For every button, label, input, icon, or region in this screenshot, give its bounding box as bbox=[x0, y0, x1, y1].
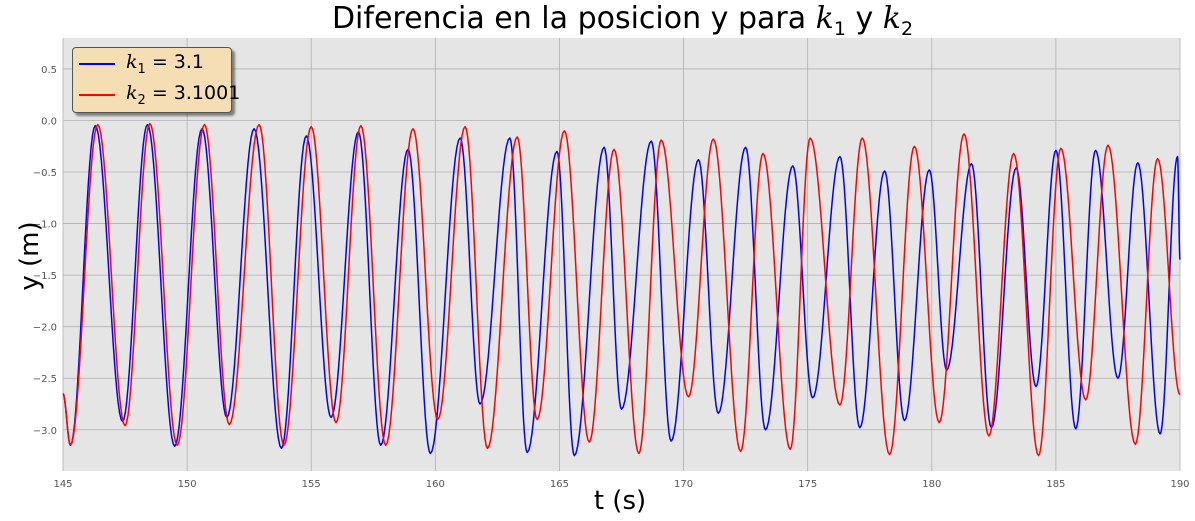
y-tick-label: −2.0 bbox=[33, 323, 57, 334]
legend-label-k1: k1 = 3.1 bbox=[126, 51, 204, 77]
legend-entry-k1: k1 = 3.1 bbox=[73, 49, 231, 79]
y-tick-label: 0.0 bbox=[41, 116, 57, 127]
y-tick-label: −0.5 bbox=[33, 168, 57, 179]
tick-labels: 145 150 155 160 165 170 175 180 185 190 0.5 0.0 −0.5… bbox=[33, 65, 1190, 490]
x-tick-label: 170 bbox=[674, 479, 693, 490]
legend-k1-subscript: 1 bbox=[137, 61, 146, 77]
chart-title: Diferencia en la posicion y para k1 y k2 bbox=[0, 1, 1195, 40]
x-tick-label: 145 bbox=[53, 479, 72, 490]
legend-k1-value: = 3.1 bbox=[145, 51, 205, 73]
legend-swatch-k1 bbox=[79, 63, 115, 65]
series-line-1 bbox=[62, 123, 1181, 457]
y-tick-label: −1.0 bbox=[33, 220, 57, 231]
x-tick-label: 160 bbox=[426, 479, 445, 490]
y-axis-label: y (m) bbox=[15, 221, 45, 291]
plot-area bbox=[63, 38, 1180, 471]
legend-swatch-k2 bbox=[79, 94, 115, 96]
title-k1-subscript: 1 bbox=[833, 18, 846, 40]
title-k2-symbol: k bbox=[882, 1, 901, 36]
x-axis-label: t (s) bbox=[593, 486, 647, 516]
legend-label-k2: k2 = 3.1001 bbox=[126, 82, 240, 108]
series-line-2 bbox=[62, 122, 1181, 457]
legend-k1-symbol: k bbox=[126, 51, 138, 73]
legend: k1 = 3.1 k2 = 3.1001 bbox=[72, 47, 240, 113]
title-prefix: Diferencia en la posicion y para bbox=[331, 1, 816, 36]
x-tick-label: 150 bbox=[178, 479, 197, 490]
title-k1-symbol: k bbox=[815, 1, 834, 36]
legend-entry-k2: k2 = 3.1001 bbox=[73, 80, 240, 110]
y-tick-label: 0.5 bbox=[41, 65, 57, 76]
x-tick-label: 165 bbox=[550, 479, 569, 490]
y-tick-label: −1.5 bbox=[33, 271, 57, 282]
series-lines bbox=[62, 122, 1181, 457]
legend-k2-value: = 3.1001 bbox=[145, 82, 241, 104]
x-tick-label: 155 bbox=[302, 479, 321, 490]
legend-k2-symbol: k bbox=[126, 82, 138, 104]
x-tick-label: 190 bbox=[1170, 479, 1189, 490]
x-tick-label: 180 bbox=[922, 479, 941, 490]
title-conjunction: y bbox=[845, 1, 883, 36]
title-k2-subscript: 2 bbox=[900, 18, 914, 40]
y-tick-label: −3.0 bbox=[33, 426, 57, 437]
legend-k2-subscript: 2 bbox=[137, 92, 146, 108]
x-tick-label: 185 bbox=[1046, 479, 1065, 490]
y-tick-label: −2.5 bbox=[33, 374, 57, 385]
x-tick-label: 175 bbox=[798, 479, 817, 490]
